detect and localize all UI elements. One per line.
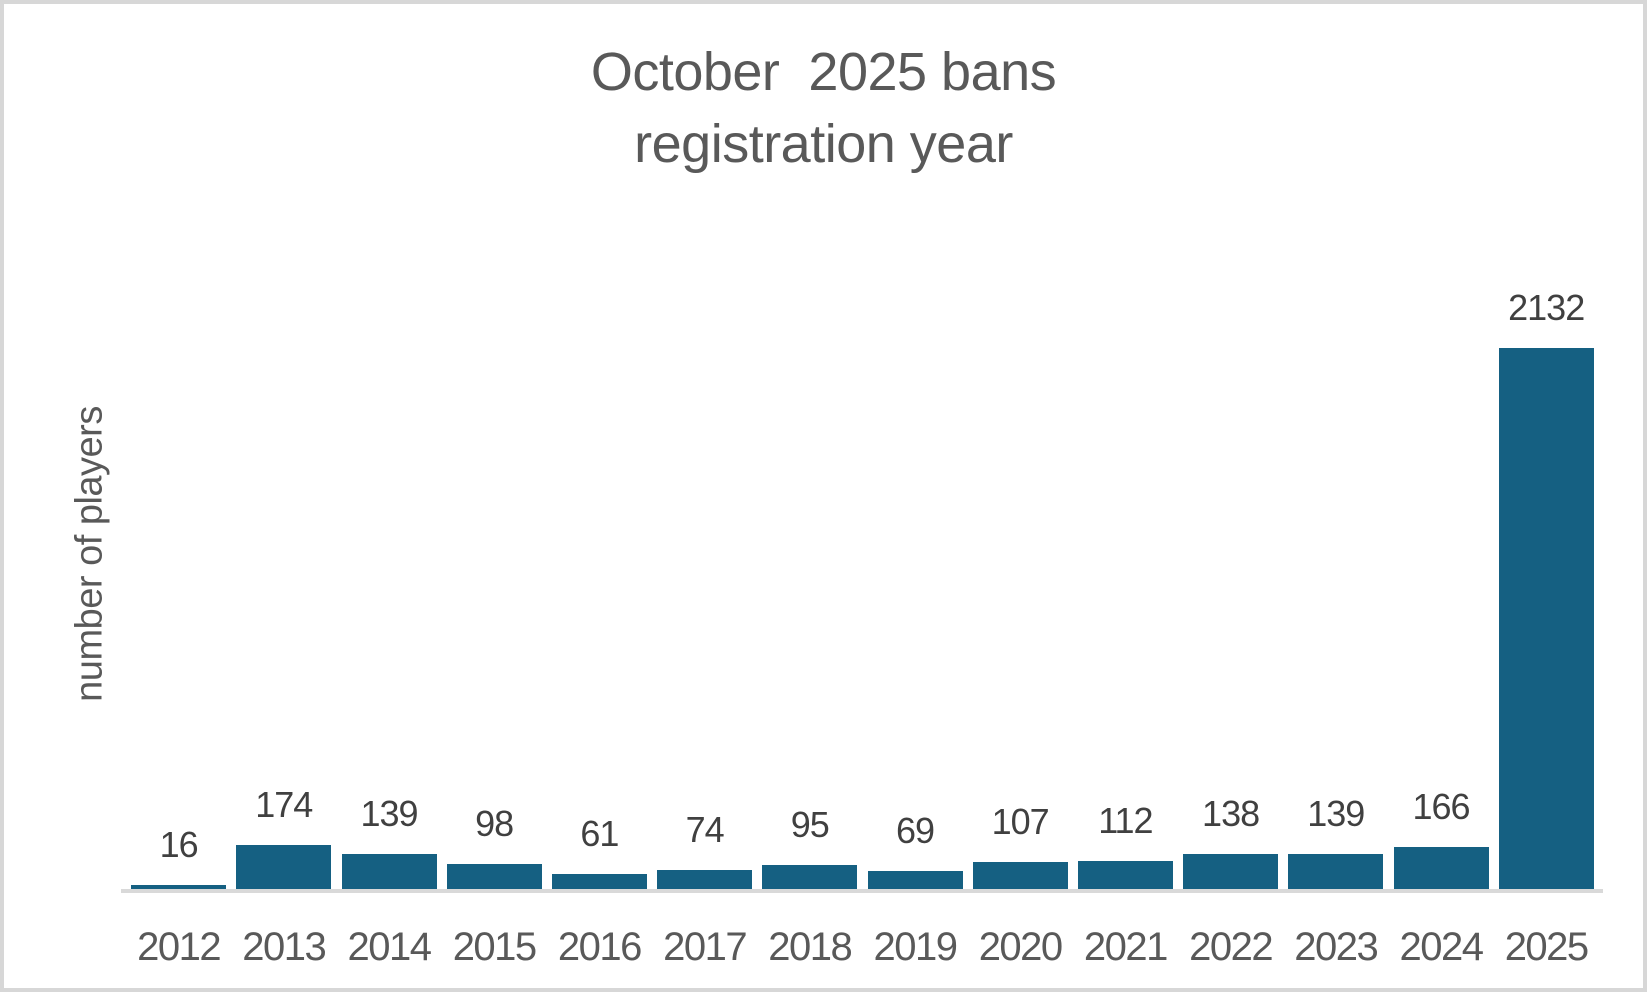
- value-label-2015: 98: [475, 803, 514, 844]
- bar-2015: [446, 864, 542, 889]
- x-tick-2012: 2012: [137, 925, 221, 969]
- bar-2020: [972, 862, 1068, 889]
- x-tick-2024: 2024: [1399, 925, 1483, 969]
- x-tick-2015: 2015: [452, 925, 537, 969]
- value-label-2023: 139: [1307, 793, 1365, 834]
- bar-2014: [341, 854, 437, 889]
- x-tick-2016: 2016: [557, 925, 642, 969]
- value-label-2022: 138: [1202, 793, 1260, 834]
- bar-2019: [867, 871, 963, 889]
- value-label-2025: 2132: [1508, 287, 1585, 328]
- value-label-2019: 69: [895, 810, 935, 851]
- plot-area: 16 2012 174 2013 139 2014 98 2015 61 2016 74 2017 95…: [126, 4, 1599, 969]
- value-label-2013: 174: [255, 784, 313, 825]
- bar-2017: [657, 870, 753, 889]
- x-tick-2021: 2021: [1083, 925, 1168, 969]
- bar-2012: [131, 885, 227, 889]
- bar-2025: [1498, 348, 1594, 889]
- x-tick-2018: 2018: [768, 925, 852, 969]
- y-axis-label: number of players: [68, 406, 111, 702]
- x-tick-2020: 2020: [978, 925, 1063, 969]
- x-tick-2014: 2014: [347, 925, 431, 969]
- x-tick-2025: 2025: [1504, 925, 1589, 969]
- bar-2022: [1183, 854, 1279, 889]
- bar-2023: [1288, 854, 1384, 889]
- value-label-2012: 16: [159, 824, 199, 865]
- x-tick-2023: 2023: [1294, 925, 1378, 969]
- bar-2021: [1077, 861, 1173, 889]
- x-tick-2022: 2022: [1189, 925, 1273, 969]
- bar-2016: [551, 874, 647, 889]
- value-label-2020: 107: [991, 801, 1050, 842]
- x-tick-2017: 2017: [663, 925, 747, 969]
- value-label-2014: 139: [360, 793, 418, 834]
- value-label-2016: 61: [580, 813, 619, 854]
- x-axis-line: [121, 889, 1603, 893]
- bar-2018: [762, 865, 858, 889]
- value-label-2021: 112: [1098, 800, 1153, 841]
- chart-title: October 2025 bans registration year: [590, 42, 1057, 174]
- value-label-2017: 74: [685, 809, 725, 850]
- value-label-2018: 95: [790, 804, 830, 845]
- x-tick-2019: 2019: [873, 925, 957, 969]
- value-label-2024: 166: [1412, 786, 1470, 827]
- bar-2013: [236, 845, 332, 889]
- bar-2024: [1393, 847, 1489, 889]
- x-tick-2013: 2013: [242, 925, 326, 969]
